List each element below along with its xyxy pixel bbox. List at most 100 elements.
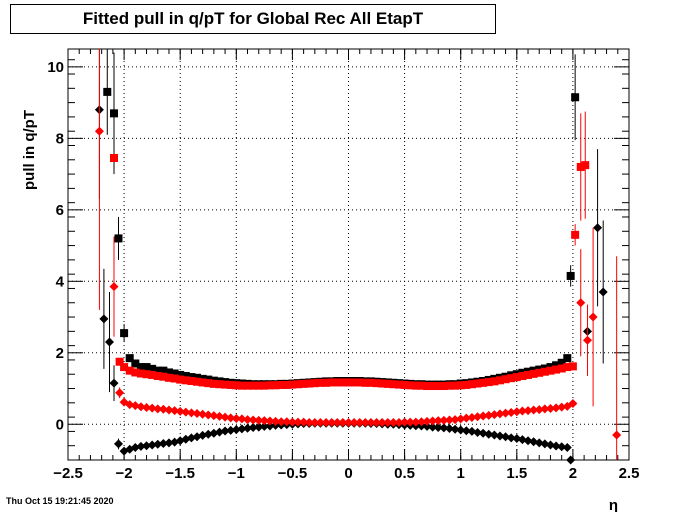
data-point-diamond [360,417,370,427]
data-point-square [294,380,303,389]
data-point-diamond [226,413,236,423]
data-point-square [400,380,409,389]
data-point-diamond [332,417,342,427]
x-tick-label: 0.5 [394,465,415,482]
data-point-square [333,378,342,387]
data-point-diamond [226,425,236,435]
data-point-diamond [265,421,275,431]
data-point-square [110,109,119,118]
data-point-square [232,381,241,390]
data-point-square [355,378,364,387]
data-point-square [563,363,572,372]
data-point-diamond [130,401,140,411]
data-point-square [310,379,319,388]
data-point-square [394,380,403,389]
data-point-square [563,354,572,363]
data-point-square [148,364,157,373]
data-point-square [142,363,151,372]
data-point-diamond [433,416,443,426]
data-point-square [305,379,314,388]
x-tick-label: −0.5 [278,465,308,482]
data-point-square [153,366,162,375]
data-point-diamond [175,406,185,416]
data-point-diamond [517,435,527,445]
data-point-square [277,380,286,389]
chart-title-box: Fitted pull in q/pT for Global Rec All E… [10,4,496,34]
x-axis-label: η [609,497,618,512]
data-point-diamond [372,417,382,427]
data-point-diamond [540,404,550,414]
data-point-square [243,381,252,390]
data-point-square [114,234,123,243]
data-point-square [176,370,185,379]
data-point-diamond [142,441,152,451]
data-point-diamond [506,407,516,417]
data-point-diamond [439,415,449,425]
data-point-square [164,368,173,377]
data-point-diamond [349,417,359,427]
data-point-diamond [287,417,297,427]
data-point-diamond [136,402,146,412]
data-point-square [366,378,375,387]
data-point-square [406,381,415,390]
data-point-diamond [231,425,241,435]
data-point-diamond [315,417,325,427]
data-point-square [484,378,493,387]
data-point-square [473,379,482,388]
data-point-square [571,93,580,102]
data-point-diamond [612,430,622,440]
y-tick-label: 10 [47,59,64,76]
data-point-square [490,377,499,386]
data-point-diamond [576,298,586,308]
data-point-square [378,379,387,388]
y-tick-label: 4 [56,273,65,290]
data-point-diamond [299,417,309,427]
data-point-square [361,378,370,387]
data-point-diamond [192,409,202,419]
data-point-square [495,376,504,385]
data-point-diamond [109,378,119,388]
data-point-square [512,373,521,382]
data-point-square [552,365,561,374]
data-point-diamond [377,417,387,427]
data-point-diamond [265,416,275,426]
data-point-square [524,370,533,379]
data-point-square [125,366,134,375]
data-point-diamond [170,406,180,416]
data-point-diamond [467,412,477,422]
data-point-square [383,379,392,388]
data-point-square [136,369,145,378]
data-point-diamond [147,440,157,450]
data-point-diamond [394,417,404,427]
data-point-diamond [237,424,247,434]
data-point-square [164,373,173,382]
data-point-diamond [400,417,410,427]
data-point-diamond [551,403,561,413]
data-point-square [417,381,426,390]
data-point-square [282,380,291,389]
data-point-diamond [198,430,208,440]
data-point-square [456,381,465,390]
data-point-diamond [276,417,286,427]
data-point-square [439,382,448,391]
data-point-diamond [282,417,292,427]
data-point-diamond [461,426,471,436]
data-point-square [557,364,566,373]
data-point-square [445,381,454,390]
data-point-diamond [557,442,567,452]
data-point-diamond [444,415,454,425]
data-point-square [271,381,280,390]
data-point-diamond [534,438,544,448]
data-point-diamond [534,405,544,415]
data-point-diamond [428,416,438,426]
data-point-diamond [517,406,527,416]
data-point-diamond [557,402,567,412]
x-tick-label: 2.5 [619,465,640,482]
data-point-square [125,354,134,363]
data-point-square [322,378,331,387]
data-point-square [115,357,124,366]
data-point-square [288,380,297,389]
data-point-square [327,378,336,387]
data-point-diamond [214,411,224,421]
series-layer [94,49,622,465]
